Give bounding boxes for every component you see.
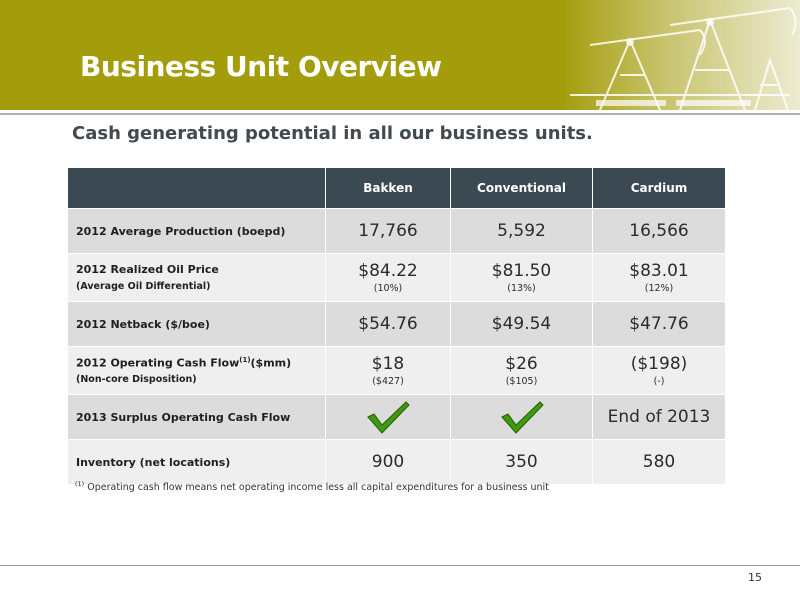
table-cell: End of 2013	[592, 394, 726, 440]
row-label-main: 2012 Operating Cash Flow	[76, 356, 240, 370]
row-label: 2012 Realized Oil Price (Average Oil Dif…	[67, 253, 326, 302]
row-label-main: 2012 Realized Oil Price	[76, 263, 219, 276]
table-row: 2012 Operating Cash Flow(1)($mm) (Non-co…	[67, 346, 726, 395]
table-cell: $47.76	[592, 301, 726, 347]
row-label: 2013 Surplus Operating Cash Flow	[67, 394, 326, 440]
table-cell: 17,766	[325, 208, 451, 254]
table-row: 2012 Netback ($/boe) $54.76 $49.54 $47.7…	[67, 301, 726, 347]
table-cell: $81.50 (13%)	[450, 253, 593, 302]
footnote: (1) Operating cash flow means net operat…	[75, 480, 549, 493]
row-label-unit: ($mm)	[250, 356, 292, 370]
cell-value: $81.50	[491, 261, 552, 281]
table-row: 2012 Realized Oil Price (Average Oil Dif…	[67, 253, 726, 302]
table-cell: 900	[325, 439, 451, 485]
page-number: 15	[748, 571, 762, 584]
table-cell: ($198) (-)	[592, 346, 726, 395]
table-cell: $49.54	[450, 301, 593, 347]
business-unit-table: Bakken Conventional Cardium 2012 Average…	[67, 167, 726, 485]
table-row: 2012 Average Production (boepd) 17,766 5…	[67, 208, 726, 254]
cell-note: ($427)	[372, 376, 404, 387]
table-cell: 5,592	[450, 208, 593, 254]
row-label: 2012 Netback ($/boe)	[67, 301, 326, 347]
slide-title: Business Unit Overview	[80, 50, 442, 83]
table-row: Inventory (net locations) 900 350 580	[67, 439, 726, 485]
checkmark-icon	[500, 401, 544, 434]
slide-header: Business Unit Overview	[0, 0, 800, 110]
table-row: 2013 Surplus Operating Cash Flow End of …	[67, 394, 726, 440]
table-cell	[450, 394, 593, 440]
column-header-blank	[67, 167, 326, 209]
column-header-bakken: Bakken	[325, 167, 451, 209]
row-label: 2012 Average Production (boepd)	[67, 208, 326, 254]
row-sublabel: (Average Oil Differential)	[76, 281, 211, 292]
cell-note: ($105)	[505, 376, 538, 387]
cell-note: (10%)	[373, 283, 403, 294]
cell-note: (12%)	[644, 283, 674, 294]
checkmark-icon	[367, 401, 410, 434]
footnote-marker: (1)	[239, 355, 251, 364]
column-header-cardium: Cardium	[592, 167, 726, 209]
cell-value: $83.01	[629, 261, 689, 281]
table-cell: 16,566	[592, 208, 726, 254]
row-sublabel: (Non-core Disposition)	[76, 374, 197, 386]
table-cell: $26 ($105)	[450, 346, 593, 395]
cell-note: (-)	[653, 376, 665, 387]
cell-value: $26	[505, 354, 538, 374]
table-cell: $54.76	[325, 301, 451, 347]
slide-subtitle: Cash generating potential in all our bus…	[72, 123, 593, 144]
cell-value: ($198)	[630, 354, 688, 374]
column-header-conventional: Conventional	[450, 167, 593, 209]
row-label: Inventory (net locations)	[67, 439, 326, 485]
footer-divider	[0, 565, 800, 566]
cell-value: $84.22	[358, 261, 418, 281]
table-cell	[325, 394, 451, 440]
footnote-marker: (1)	[75, 480, 85, 488]
cell-value: $18	[371, 354, 405, 374]
footnote-text: Operating cash flow means net operating …	[87, 482, 549, 494]
table-cell: $84.22 (10%)	[325, 253, 451, 302]
oil-pump-jacks-image	[560, 0, 800, 110]
cell-note: (13%)	[507, 283, 536, 294]
row-label: 2012 Operating Cash Flow(1)($mm) (Non-co…	[67, 346, 326, 395]
divider	[0, 113, 800, 115]
table-cell: 350	[450, 439, 593, 485]
table-cell: $18 ($427)	[325, 346, 451, 395]
table-cell: $83.01 (12%)	[592, 253, 726, 302]
table-header-row: Bakken Conventional Cardium	[67, 167, 726, 209]
table-cell: 580	[592, 439, 726, 485]
